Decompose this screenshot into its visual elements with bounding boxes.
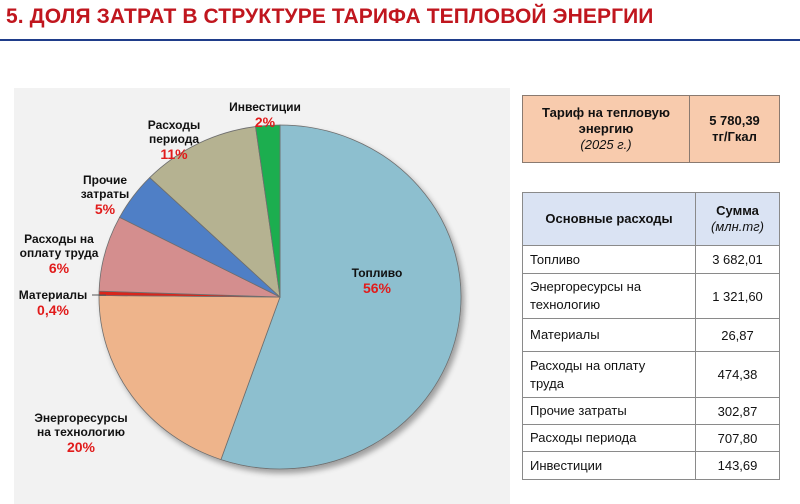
label-energy-pct: 20%	[66, 439, 96, 455]
expenses-header-sum: Сумма (млн.тг)	[695, 192, 780, 246]
table-row: Расходы на оплату труда 474,38	[522, 351, 780, 398]
table-row: Расходы периода 707,80	[522, 424, 780, 452]
table-row: Топливо 3 682,01	[522, 245, 780, 274]
label-labor-name1: Расходы на	[24, 232, 94, 246]
row-name-line1: Инвестиции	[530, 457, 603, 473]
tariff-unit: тг/Гкал	[712, 129, 757, 144]
label-period-name1: Расходы	[147, 118, 201, 132]
row-name: Материалы	[522, 318, 696, 352]
label-fuel-name: Топливо	[351, 266, 403, 280]
row-value: 302,87	[695, 397, 780, 425]
label-invest-name: Инвестиции	[229, 100, 301, 114]
title-divider	[0, 39, 800, 41]
expenses-header-sum-label: Сумма	[716, 203, 759, 218]
expenses-header-unit: (млн.тг)	[711, 219, 764, 234]
tariff-value-cell: 5 780,39 тг/Гкал	[689, 95, 780, 163]
expenses-header-name: Основные расходы	[522, 192, 696, 246]
row-value: 474,38	[695, 351, 780, 398]
tariff-value: 5 780,39	[709, 113, 760, 128]
label-other-pct: 5%	[94, 201, 116, 217]
row-name: Инвестиции	[522, 451, 696, 480]
table-row: Материалы 26,87	[522, 318, 780, 352]
label-period: Расходы периода 11%	[136, 118, 212, 163]
table-row: Инвестиции 143,69	[522, 451, 780, 480]
label-energy-name1: Энергоресурсы	[34, 411, 128, 425]
row-name-line2: труда	[530, 375, 564, 391]
tariff-label-cell: Тариф на тепловую энергию (2025 г.)	[522, 95, 690, 163]
pie-slice-6	[255, 124, 281, 298]
tariff-label-line2: энергию	[578, 121, 634, 136]
row-name: Расходы на оплату труда	[522, 351, 696, 398]
label-labor-pct: 6%	[48, 260, 70, 276]
table-row: Энергоресурсы на технологию 1 321,60	[522, 273, 780, 319]
table-row: Прочие затраты 302,87	[522, 397, 780, 425]
row-name: Энергоресурсы на технологию	[522, 273, 696, 319]
row-name-line1: Прочие затраты	[530, 403, 627, 418]
tariff-table: Тариф на тепловую энергию (2025 г.) 5 78…	[522, 95, 780, 163]
row-value: 3 682,01	[695, 245, 780, 274]
pie-chart-area: Топливо 56% Энергоресурсы на технологию …	[14, 88, 510, 504]
label-labor: Расходы на оплату труда 6%	[12, 232, 106, 277]
row-value: 1 321,60	[695, 273, 780, 319]
row-name-line1: Энергоресурсы на	[530, 279, 642, 294]
label-fuel: Топливо 56%	[332, 266, 422, 297]
row-name-line1: Расходы периода	[530, 430, 637, 445]
label-other: Прочие затраты 5%	[68, 173, 142, 218]
row-name-line2: технологию	[530, 297, 601, 312]
tariff-label-line1: Тариф на тепловую	[542, 105, 670, 120]
label-materials-name: Материалы	[18, 288, 88, 302]
label-fuel-pct: 56%	[362, 280, 392, 296]
row-name: Прочие затраты	[522, 397, 696, 425]
label-period-pct: 11%	[160, 146, 188, 162]
label-labor-name2: оплату труда	[19, 246, 99, 260]
pie-slice-5	[149, 126, 281, 299]
label-period-name2: периода	[148, 132, 200, 146]
pie-chart	[92, 124, 462, 470]
label-invest-pct: 2%	[254, 114, 276, 130]
label-energy: Энергоресурсы на технологию 20%	[16, 411, 146, 456]
row-name-line1: Топливо	[530, 251, 581, 267]
row-value: 143,69	[695, 451, 780, 480]
label-other-name1: Прочие	[82, 173, 127, 187]
row-name: Топливо	[522, 245, 696, 274]
row-value: 26,87	[695, 318, 780, 352]
label-materials-pct: 0,4%	[37, 302, 69, 318]
tariff-year: (2025 г.)	[580, 137, 632, 152]
pie-slice-0	[220, 124, 462, 470]
label-energy-name2: на технологию	[36, 425, 126, 439]
expenses-table: Основные расходы Сумма (млн.тг) Топливо …	[522, 192, 780, 480]
page-title: 5. ДОЛЯ ЗАТРАТ В СТРУКТУРЕ ТАРИФА ТЕПЛОВ…	[6, 5, 654, 28]
label-invest: Инвестиции 2%	[222, 100, 308, 131]
row-name: Расходы периода	[522, 424, 696, 452]
row-name-line1: Материалы	[530, 327, 600, 342]
label-other-name2: затраты	[80, 187, 130, 201]
row-name-line1: Расходы на оплату	[530, 357, 646, 373]
label-materials: Материалы 0,4%	[8, 288, 98, 319]
pie-slice-1	[98, 295, 281, 461]
row-value: 707,80	[695, 424, 780, 452]
